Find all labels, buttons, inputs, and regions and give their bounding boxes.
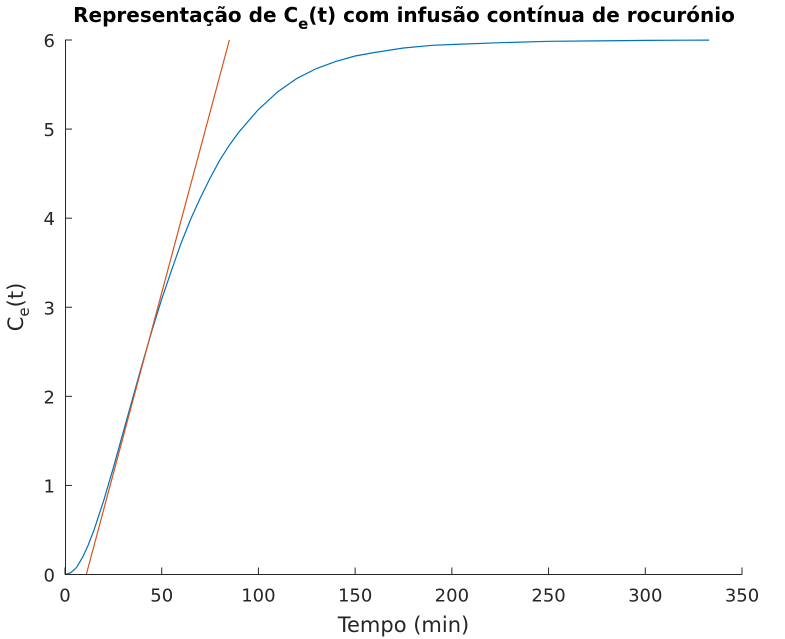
y-tick-label: 1 — [44, 476, 55, 497]
x-tick-label: 350 — [725, 586, 759, 607]
series-layer — [64, 39, 710, 576]
chart-title: Representação de Ce(t) com infusão contí… — [73, 3, 735, 33]
x-tick-label: 150 — [338, 586, 372, 607]
y-ticks: 0 1 2 3 4 5 6 — [44, 31, 72, 587]
y-tick-label: 5 — [44, 120, 55, 141]
x-tick-label: 0 — [59, 586, 70, 607]
y-tick-label: 2 — [44, 387, 55, 408]
y-tick-label: 3 — [44, 298, 55, 319]
series-line-2 — [85, 39, 230, 575]
x-tick-label: 100 — [241, 586, 275, 607]
x-ticks: 0 50 100 150 200 250 300 350 — [59, 567, 759, 607]
y-tick-label: 6 — [44, 31, 55, 52]
x-axis-title: Tempo (min) — [337, 613, 469, 637]
x-tick-label: 200 — [435, 586, 469, 607]
x-tick-label: 300 — [628, 586, 662, 607]
x-tick-label: 50 — [150, 586, 173, 607]
y-axis-title: Ce(t) — [4, 283, 33, 332]
series-line-1 — [64, 39, 710, 576]
y-tick-label: 0 — [44, 566, 55, 587]
y-tick-label: 4 — [44, 209, 55, 230]
x-tick-label: 250 — [531, 586, 565, 607]
